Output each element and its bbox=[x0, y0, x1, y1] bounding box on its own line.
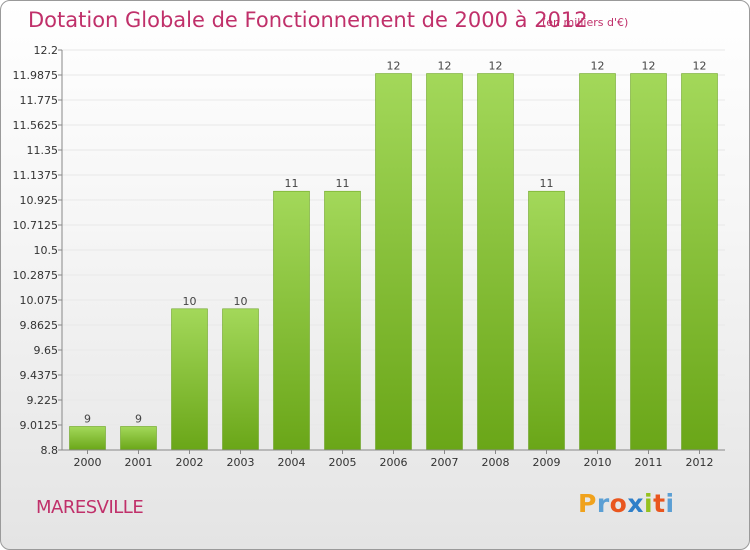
bar bbox=[630, 73, 667, 451]
y-tick-label: 11.9875 bbox=[13, 69, 59, 82]
x-tick-label: 2009 bbox=[533, 456, 561, 469]
x-tick-label: 2004 bbox=[278, 456, 306, 469]
data-label: 9 bbox=[135, 412, 142, 425]
data-label: 11 bbox=[336, 177, 350, 190]
axes bbox=[58, 49, 725, 454]
y-tick-label: 9.0125 bbox=[20, 419, 59, 432]
bar bbox=[477, 73, 514, 451]
y-tick-label: 8.8 bbox=[41, 444, 59, 457]
y-tick-label: 11.35 bbox=[27, 144, 59, 157]
labels: 8.8 9.0125 9.225 9.4375 9.65 9.8625 10.075 10.2… bbox=[13, 44, 714, 469]
chart-title: Dotation Globale de Fonctionnement de 20… bbox=[28, 8, 588, 32]
data-label: 11 bbox=[540, 177, 554, 190]
y-tick-label: 10.7125 bbox=[13, 219, 59, 232]
data-label: 12 bbox=[693, 60, 707, 73]
bar bbox=[120, 426, 157, 451]
y-tick-label: 9.225 bbox=[27, 394, 59, 407]
data-label: 12 bbox=[642, 60, 656, 73]
logo-letter: r bbox=[596, 489, 610, 518]
logo-letter: o bbox=[609, 489, 628, 518]
bar bbox=[375, 73, 412, 451]
data-label: 12 bbox=[489, 60, 503, 73]
bar bbox=[222, 308, 259, 451]
data-label: 12 bbox=[438, 60, 452, 73]
x-tick-label: 2010 bbox=[584, 456, 612, 469]
logo-letter: i bbox=[644, 489, 654, 518]
data-label: 12 bbox=[591, 60, 605, 73]
y-tick-label: 10.925 bbox=[20, 194, 59, 207]
bar bbox=[171, 308, 208, 451]
data-label: 12 bbox=[387, 60, 401, 73]
x-tick-label: 2000 bbox=[74, 456, 102, 469]
data-label: 11 bbox=[285, 177, 299, 190]
data-label: 10 bbox=[183, 295, 197, 308]
y-tick-label: 10.075 bbox=[20, 294, 59, 307]
y-tick-label: 9.8625 bbox=[20, 319, 59, 332]
logo-letter: P bbox=[578, 489, 597, 518]
bar bbox=[273, 190, 310, 451]
logo-letter: i bbox=[665, 489, 675, 518]
logo-letter: t bbox=[653, 489, 666, 518]
y-tick-label: 11.5625 bbox=[13, 119, 59, 132]
bar-chart: 8.8 9.0125 9.225 9.4375 9.65 9.8625 10.075 10.2… bbox=[13, 44, 725, 469]
x-tick-label: 2003 bbox=[227, 456, 255, 469]
bar bbox=[681, 73, 718, 451]
x-tick-label: 2006 bbox=[380, 456, 408, 469]
logo-letter: x bbox=[627, 489, 644, 518]
y-tick-label: 9.4375 bbox=[20, 369, 59, 382]
y-tick-label: 10.5 bbox=[34, 244, 59, 257]
x-tick-label: 2012 bbox=[686, 456, 714, 469]
x-tick-label: 2002 bbox=[176, 456, 204, 469]
bar bbox=[579, 73, 616, 451]
bar bbox=[69, 426, 106, 451]
y-tick-label: 12.2 bbox=[34, 44, 59, 57]
x-tick-label: 2011 bbox=[635, 456, 663, 469]
y-tick-label: 11.775 bbox=[20, 94, 59, 107]
commune-name: MARESVILLE bbox=[36, 497, 144, 518]
chart-unit: (en milliers d'€) bbox=[542, 16, 629, 29]
bar bbox=[528, 190, 565, 451]
x-tick-label: 2008 bbox=[482, 456, 510, 469]
data-label: 9 bbox=[84, 412, 91, 425]
bar bbox=[324, 190, 361, 451]
bars bbox=[69, 73, 718, 451]
y-tick-label: 11.1375 bbox=[13, 169, 59, 182]
x-tick-label: 2001 bbox=[125, 456, 153, 469]
y-tick-label: 9.65 bbox=[34, 344, 59, 357]
y-tick-label: 10.2875 bbox=[13, 269, 59, 282]
x-tick-label: 2005 bbox=[329, 456, 357, 469]
bar bbox=[426, 73, 463, 451]
data-label: 10 bbox=[234, 295, 248, 308]
proxiti-logo[interactable]: Proxiti bbox=[578, 489, 675, 518]
x-tick-label: 2007 bbox=[431, 456, 459, 469]
